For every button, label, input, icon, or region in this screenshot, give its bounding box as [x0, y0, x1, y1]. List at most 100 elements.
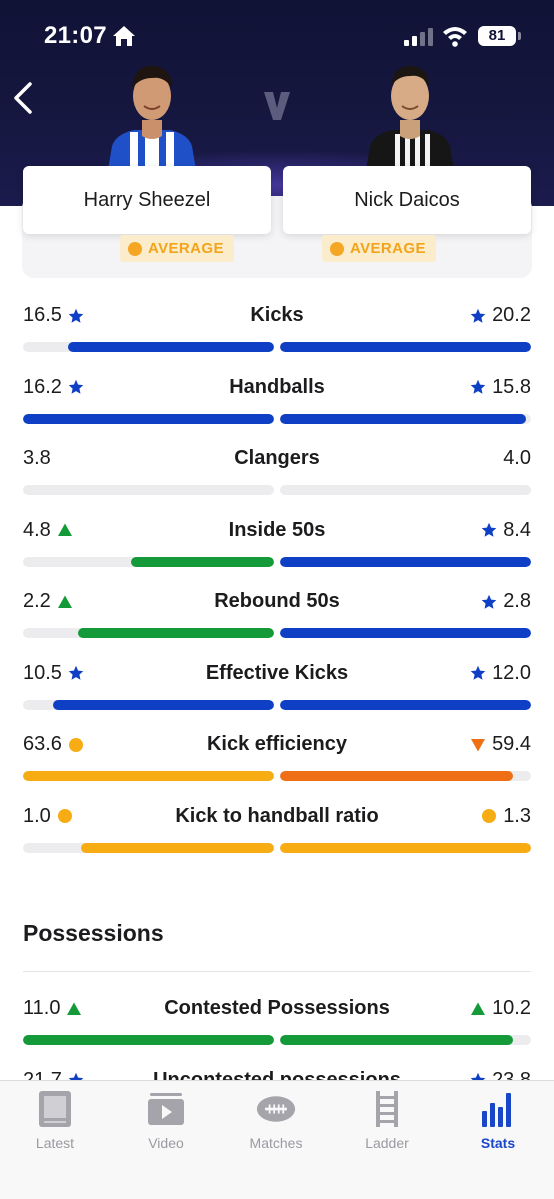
stat-value-left-group: 2.2: [23, 590, 73, 613]
circle-icon: [57, 808, 73, 824]
stat-bar-fill-left: [78, 628, 274, 638]
battery-indicator: 81: [478, 26, 516, 46]
section-title-possessions: Possessions: [23, 920, 164, 946]
circle-icon: [68, 737, 84, 753]
stat-value-left-group: 63.6: [23, 733, 84, 756]
stats-bar-icon: [482, 1093, 511, 1127]
stat-bar-right: [280, 1035, 531, 1045]
stat-bar-fill-left: [23, 413, 274, 424]
triangle-up-icon: [57, 522, 73, 538]
player-name-card-right[interactable]: Nick Daicos: [283, 166, 531, 234]
player-name-left: Harry Sheezel: [83, 188, 211, 211]
stat-label: Kick to handball ratio: [175, 804, 379, 827]
tab-ladder[interactable]: Ladder: [342, 1089, 432, 1159]
stat-bar-left: [23, 628, 274, 638]
circle-icon: [128, 241, 142, 256]
star-icon: [68, 308, 84, 324]
stat-bar-fill-left: [23, 771, 274, 781]
rating-badge-label: AVERAGE: [350, 240, 426, 257]
stat-value-left: 11.0: [23, 997, 61, 1019]
player-name-card-left[interactable]: Harry Sheezel: [23, 166, 271, 234]
stat-value-right-group: 12.0: [470, 662, 531, 685]
stat-row: 16.5 Kicks 20.2: [0, 304, 554, 364]
ladder-icon: [376, 1091, 398, 1127]
stat-bar-fill-right: [280, 699, 531, 710]
tab-label: Ladder: [365, 1135, 409, 1151]
stat-label: Effective Kicks: [205, 661, 349, 684]
wifi-icon: [443, 27, 467, 47]
stat-bar-left: [23, 699, 274, 710]
stat-row: 10.5 Effective Kicks 12.0: [0, 662, 554, 722]
triangle-down-icon: [470, 737, 486, 753]
stat-value-right: 12.0: [492, 661, 531, 684]
news-icon: [39, 1091, 71, 1127]
stat-bar-left: [23, 485, 274, 495]
player-name-right: Nick Daicos: [354, 188, 460, 211]
football-icon: [256, 1096, 296, 1122]
stat-value-right: 8.4: [503, 518, 531, 541]
rating-badge-label: AVERAGE: [148, 240, 224, 257]
stat-bar-left: [23, 556, 274, 567]
stat-value-right-group: 4.0: [503, 447, 531, 470]
player-avatar-right: [366, 65, 454, 170]
back-chevron-icon[interactable]: [6, 78, 40, 118]
stat-value-left: 3.8: [23, 447, 51, 469]
stat-bar-right: [280, 842, 531, 853]
circle-icon: [481, 808, 497, 824]
stat-label: Kick efficiency: [206, 733, 348, 755]
stat-bar-right: [280, 342, 531, 352]
star-icon: [481, 522, 497, 538]
stat-bar-fill-left: [130, 556, 274, 567]
star-icon: [68, 379, 84, 395]
stat-bar-fill-right: [280, 628, 531, 638]
stat-value-left-group: 11.0: [23, 997, 82, 1020]
stat-bar-right: [280, 485, 531, 495]
stat-value-right-group: 20.2: [470, 304, 531, 327]
cellular-signal-icon: [404, 28, 433, 46]
stat-bar-left: [23, 413, 274, 424]
tab-matches[interactable]: Matches: [231, 1089, 321, 1159]
stat-bar-fill-left: [53, 699, 274, 710]
stat-value-right-group: 1.3: [481, 805, 531, 828]
bottom-tab-bar: Latest Video Matches Ladder: [0, 1080, 554, 1199]
triangle-up-icon: [470, 1001, 486, 1017]
versus-icon: [264, 92, 290, 120]
stat-bar-fill-right: [280, 1035, 514, 1045]
stat-value-right: 1.3: [503, 804, 531, 827]
stat-label: Kicks: [250, 304, 304, 326]
video-icon: [148, 1093, 184, 1125]
status-bar: 21:07 81: [0, 0, 554, 70]
tab-latest[interactable]: Latest: [10, 1089, 100, 1159]
tab-label: Matches: [249, 1135, 303, 1151]
star-icon: [470, 379, 486, 395]
star-icon: [470, 308, 486, 324]
stat-bar-right: [280, 413, 531, 424]
stat-value-right-group: 8.4: [481, 519, 531, 542]
tab-video[interactable]: Video: [121, 1089, 211, 1159]
stat-bar-fill-left: [80, 842, 274, 853]
stat-bar-right: [280, 771, 531, 781]
rating-badge-left: AVERAGE: [120, 235, 234, 262]
stat-label: Handballs: [229, 375, 325, 398]
stat-label: Clangers: [234, 447, 320, 469]
stat-row: 2.2 Rebound 50s 2.8: [0, 590, 554, 650]
stat-bar-fill-left: [23, 1035, 274, 1045]
stat-label: Inside 50s: [228, 518, 326, 541]
stat-bar-fill-right: [280, 413, 526, 424]
stat-value-right: 20.2: [492, 304, 531, 326]
tab-stats[interactable]: Stats: [453, 1089, 543, 1159]
stat-bar-right: [280, 699, 531, 710]
stat-row: 11.0 Contested Possessions 10.2: [0, 997, 554, 1057]
triangle-up-icon: [66, 1001, 82, 1017]
stat-value-right: 15.8: [492, 375, 531, 398]
stat-value-left: 2.2: [23, 590, 51, 612]
star-icon: [481, 594, 497, 610]
stat-bar-right: [280, 556, 531, 567]
star-icon: [68, 665, 84, 681]
stat-bar-fill-right: [280, 842, 531, 853]
stat-bar-fill-right: [280, 342, 531, 352]
stat-value-left: 16.5: [23, 304, 62, 326]
stat-value-left: 63.6: [23, 733, 62, 755]
home-icon: [113, 26, 135, 46]
stat-label: Rebound 50s: [214, 590, 340, 612]
